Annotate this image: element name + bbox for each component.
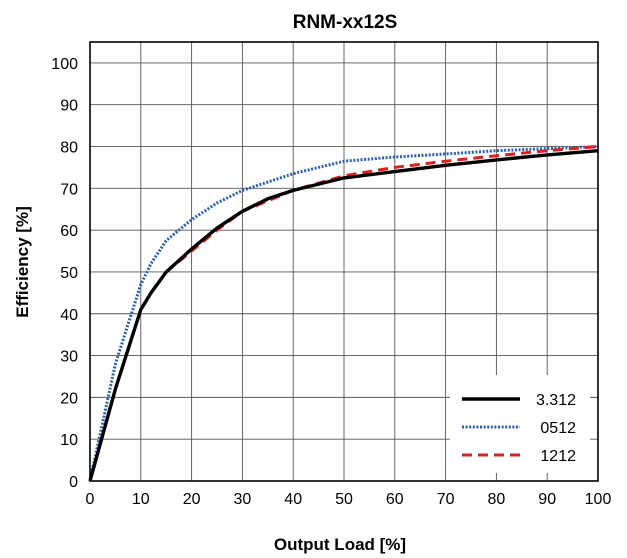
x-tick-label: 10: [132, 491, 150, 508]
x-tick-label: 90: [538, 491, 556, 508]
x-tick-label: 0: [86, 491, 95, 508]
legend-box: [450, 375, 590, 473]
x-tick-label: 50: [335, 491, 353, 508]
y-tick-label: 70: [60, 181, 78, 198]
y-tick-label: 80: [60, 140, 78, 157]
legend-label-0512: 0512: [540, 420, 576, 437]
x-axis-label: Output Load [%]: [274, 535, 406, 554]
y-tick-label: 0: [69, 474, 78, 491]
y-tick-label: 100: [51, 56, 78, 73]
series-lines: [88, 145, 599, 482]
y-axis-label: Efficiency [%]: [13, 206, 32, 317]
series-line-0512: [88, 145, 599, 482]
y-tick-label: 20: [60, 390, 78, 407]
legend-label-3.312: 3.312: [536, 392, 576, 409]
y-tick-label: 60: [60, 223, 78, 240]
y-tick-labels: 0 10 20 30 40 50 60 70 80 90 100: [51, 56, 78, 491]
x-tick-labels: 0 10 20 30 40 50 60 70 80 90 100: [86, 491, 612, 508]
y-tick-label: 30: [60, 349, 78, 366]
y-tick-label: 90: [60, 98, 78, 115]
x-tick-label: 60: [386, 491, 404, 508]
series-line-3.312: [88, 149, 599, 482]
plot-frame: [89, 41, 599, 482]
x-tick-label: 30: [234, 491, 252, 508]
legend-label-1212: 1212: [540, 448, 576, 465]
x-tick-label: 40: [284, 491, 302, 508]
y-tick-label: 50: [60, 265, 78, 282]
x-tick-label: 70: [437, 491, 455, 508]
legend: 3.312 0512 1212: [450, 375, 590, 473]
x-tick-label: 80: [488, 491, 506, 508]
y-tick-label: 10: [60, 432, 78, 449]
x-tick-label: 100: [585, 491, 612, 508]
x-tick-label: 20: [183, 491, 201, 508]
chart-title: RNM-xx12S: [293, 12, 398, 33]
y-tick-label: 40: [60, 307, 78, 324]
